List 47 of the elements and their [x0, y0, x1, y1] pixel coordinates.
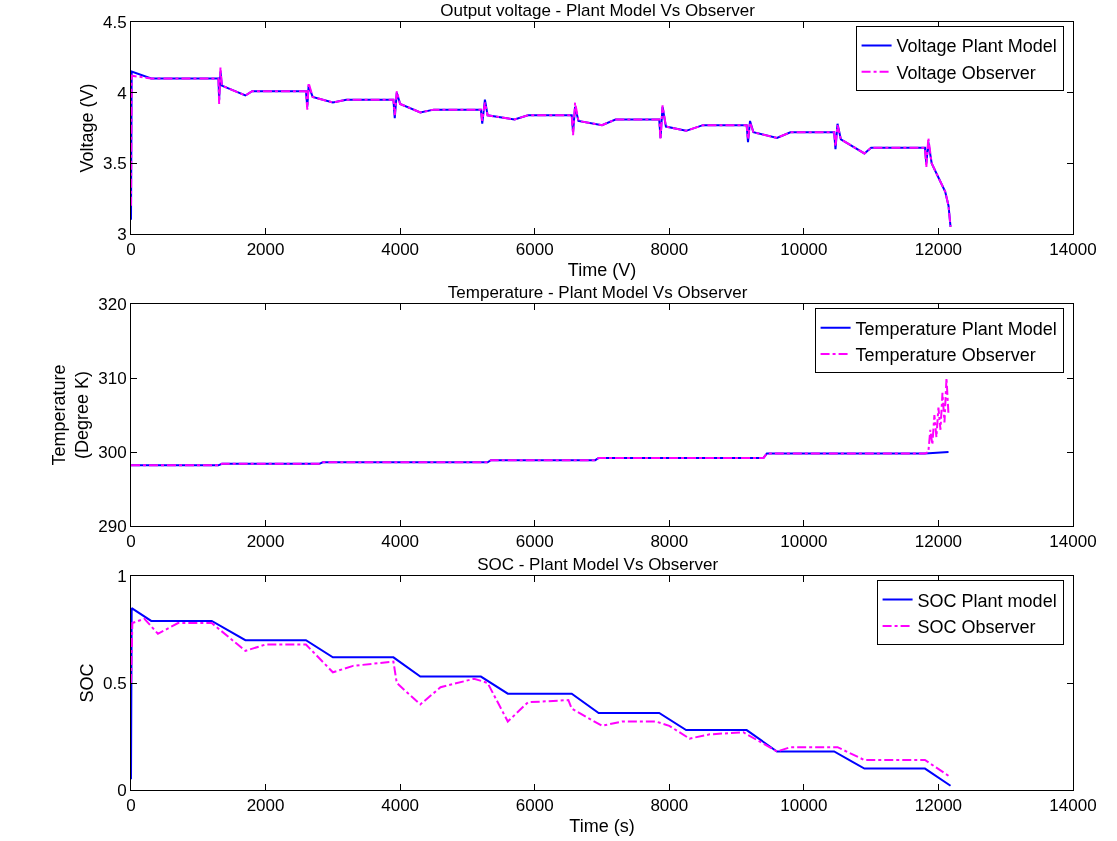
y-tick-label: 3	[117, 224, 127, 244]
x-tick-label: 4000	[381, 796, 420, 816]
x-tick-label: 2000	[246, 240, 285, 260]
x-axis-title: Time (V)	[567, 259, 637, 280]
x-tick-label: 2000	[246, 532, 285, 552]
y-tick-label: 1	[117, 566, 127, 586]
x-tick-label: 4000	[381, 532, 420, 552]
chart-title: SOC - Plant Model Vs Observer	[477, 554, 719, 574]
x-tick-label: 6000	[515, 240, 554, 260]
x-tick-label: 2000	[246, 796, 285, 816]
legend-label: Temperature Observer	[855, 345, 1036, 366]
x-tick-label: 14000	[1049, 796, 1097, 816]
y-tick-label: 300	[98, 442, 127, 462]
chart-title: Temperature - Plant Model Vs Observer	[447, 282, 748, 302]
y-axis-title: SOC	[77, 663, 98, 703]
x-tick-label: 12000	[914, 240, 963, 260]
x-tick-label: 8000	[650, 796, 689, 816]
y-tick-label: 0.5	[102, 673, 127, 693]
legend-label: SOC Observer	[917, 616, 1036, 637]
x-tick-label: 4000	[381, 240, 420, 260]
y-axis-title: Temperature (Degree K)	[49, 364, 93, 466]
x-tick-label: 10000	[780, 532, 828, 552]
y-axis-title: Voltage (V)	[77, 83, 98, 173]
x-tick-label: 14000	[1049, 532, 1097, 552]
x-tick-label: 12000	[914, 796, 963, 816]
y-tick-label: 310	[98, 368, 127, 388]
legend-label: Voltage Plant Model	[896, 36, 1057, 57]
x-tick-label: 8000	[650, 532, 689, 552]
y-tick-label: 320	[98, 294, 127, 314]
y-tick-label: 3.5	[102, 154, 127, 174]
chart-title: Output voltage - Plant Model Vs Observer	[440, 0, 756, 20]
line-series	[131, 377, 950, 467]
legend-label: SOC Plant model	[917, 590, 1057, 611]
x-tick-label: 12000	[914, 532, 963, 552]
x-tick-label: 14000	[1049, 240, 1097, 260]
x-tick-label: 6000	[515, 532, 554, 552]
y-tick-label: 4	[117, 83, 127, 103]
x-tick-label: 6000	[515, 796, 554, 816]
x-tick-label: 10000	[780, 796, 828, 816]
y-tick-label: 0	[117, 780, 127, 800]
y-tick-label: 290	[98, 516, 127, 536]
x-tick-label: 8000	[650, 240, 689, 260]
legend-label: Temperature Plant Model	[855, 318, 1057, 339]
legend-label: Voltage Observer	[896, 62, 1036, 83]
y-tick-label: 4.5	[102, 12, 127, 32]
x-tick-label: 10000	[780, 240, 828, 260]
x-axis-title: Time (s)	[569, 815, 635, 836]
